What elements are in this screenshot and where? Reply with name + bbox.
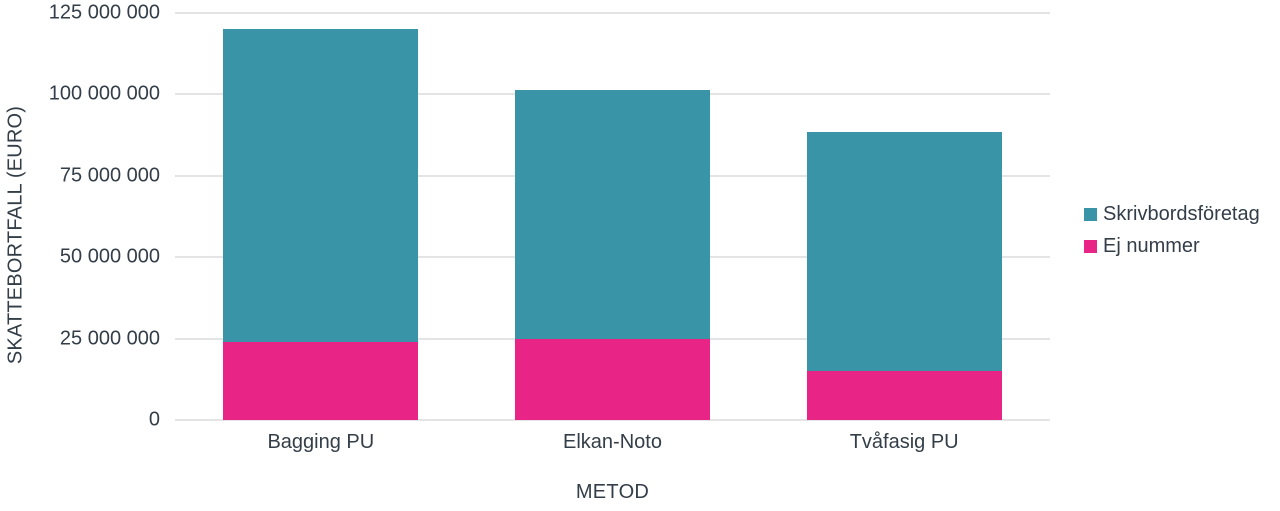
legend-label: Ej nummer — [1103, 234, 1200, 257]
bar-segment-skrivbordsf-retag-bagging-pu — [223, 29, 419, 342]
bar-segment-ej-nummer-tv-fasig-pu — [806, 371, 1002, 420]
y-tick-label: 100 000 000 — [48, 82, 160, 105]
x-tick-label-bagging-pu: Bagging PU — [267, 431, 375, 453]
legend-item-skrivbordsf-retag: Skrivbordsföretag — [1084, 198, 1260, 230]
y-tick-label: 50 000 000 — [59, 245, 160, 268]
gridline — [175, 12, 1050, 14]
x-tick-label-tv-fasig-pu: Tvåfasig PU — [849, 431, 959, 453]
y-tick-label: 75 000 000 — [59, 164, 160, 187]
gridline — [175, 419, 1050, 421]
x-tick-labels: Bagging PU Elkan-Noto Tvåfasig PU — [175, 431, 1050, 457]
bar-segment-ej-nummer-elkan-noto — [515, 338, 710, 420]
legend: Skrivbordsföretag Ej nummer — [1084, 198, 1260, 262]
legend-swatch-icon — [1084, 239, 1097, 253]
legend-item-ej-nummer: Ej nummer — [1084, 230, 1260, 262]
bar-segment-ej-nummer-bagging-pu — [223, 341, 419, 420]
x-tick-label-elkan-noto: Elkan-Noto — [563, 431, 662, 453]
plot-area — [175, 12, 1050, 421]
y-tick-label: 0 — [148, 408, 160, 431]
bar-segment-skrivbordsf-retag-elkan-noto — [515, 89, 710, 339]
y-tick-label: 25 000 000 — [59, 327, 160, 350]
legend-swatch-icon — [1084, 207, 1097, 221]
legend-label: Skrivbordsföretag — [1103, 202, 1260, 225]
bar-segment-skrivbordsf-retag-tv-fasig-pu — [806, 131, 1002, 372]
y-tick-labels: 0 25 000 000 50 000 000 75 000 000 100 000 0… — [0, 2, 160, 431]
y-tick-label: 125 000 000 — [48, 1, 160, 24]
x-axis-title: METOD — [575, 481, 650, 503]
